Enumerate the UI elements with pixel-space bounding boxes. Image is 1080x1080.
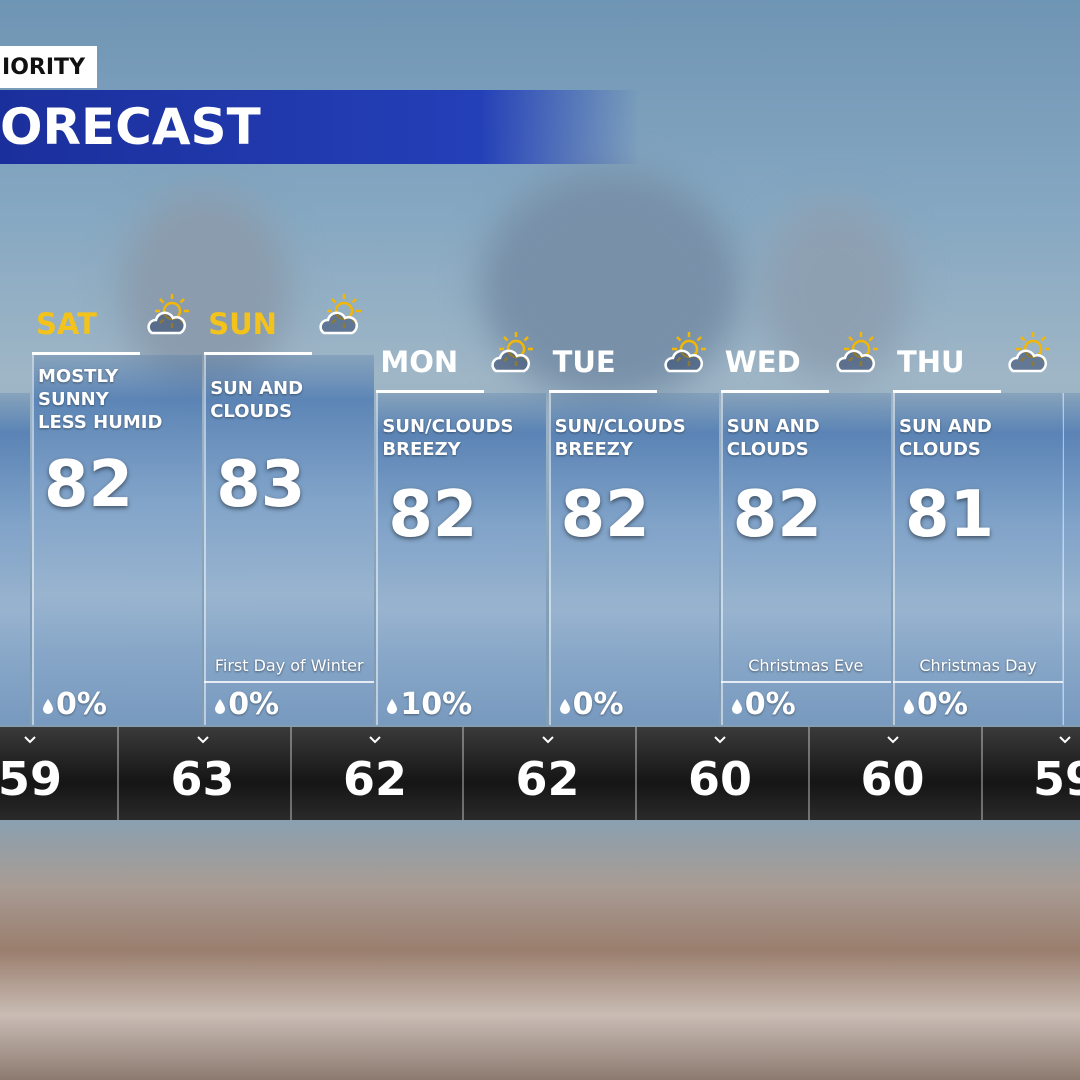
day-column [204,355,375,725]
precip-chance: 0% [56,687,107,722]
day-description: SUNNY [38,389,109,410]
weather-icon [1008,332,1050,373]
weather-icon [664,332,706,373]
high-temp: 82 [388,478,478,552]
weather-icon [147,294,189,335]
note-line [204,681,375,683]
chevron [886,736,899,744]
day-description: SUN/CLOUDS [554,416,686,437]
rain-drop [731,699,742,714]
rain-drop [387,699,398,714]
chevron [196,736,209,744]
tag-box: IORITY [0,46,97,88]
precip-chance: 0% [744,687,796,722]
high-temp: 83 [216,448,306,522]
low-divider [635,727,638,820]
chevron [369,736,381,744]
day-description: CLOUDS [899,439,981,460]
weather-icon [319,294,362,335]
chevron [714,736,726,744]
day-description: BREEZY [382,439,461,460]
low-divider [289,727,292,820]
day-note: Christmas Eve [748,656,864,675]
rain-drop [215,699,226,714]
low-temp: 60 [860,752,925,806]
day-column [376,393,547,725]
day-column [893,393,1063,725]
day-underline [376,390,485,393]
day-name: SUN [208,307,277,341]
note-line [720,681,891,683]
precip-chance: 0% [917,687,968,722]
low-divider [117,727,119,820]
bg-building [760,200,910,380]
day-name: WED [724,345,801,379]
low-strip [0,727,1080,820]
high-temp: 82 [732,478,822,552]
day-name: MON [380,345,459,379]
title-bar: ORECAST [0,90,640,164]
low-divider [807,727,810,820]
rain-drop [559,699,570,714]
day-underline [720,390,829,393]
partial-column [1062,393,1080,725]
day-underline [204,352,313,355]
title: ORECAST [0,98,261,156]
low-temp: 62 [342,752,407,806]
tag-text: IORITY [2,55,85,80]
weather-icon [836,332,878,373]
day-description: CLOUDS [726,439,809,460]
low-divider [980,727,983,820]
low-temp: 63 [170,752,235,806]
chevron [541,736,554,744]
chevron [1059,736,1071,744]
precip-chance: 10% [400,687,473,722]
rain-drop [904,699,914,714]
precip-chance: 0% [228,687,280,722]
day-description: SUN AND [899,416,992,437]
day-description: LESS HUMID [38,412,163,433]
day-name: SAT [36,307,97,341]
low-divider [462,727,465,820]
high-temp: 82 [560,478,650,552]
precip-chance: 0% [572,687,624,722]
low-temp: 62 [515,752,580,806]
high-temp: 82 [44,448,134,522]
chevron [24,736,36,744]
day-description: SUN/CLOUDS [382,416,514,437]
day-column [720,393,891,725]
low-temp: 59 [1032,752,1080,806]
day-description: SUN AND [210,378,304,399]
day-column [32,355,202,725]
high-temp: 81 [905,478,995,552]
day-underline [893,390,1001,393]
note-line [893,681,1063,683]
day-note: Christmas Day [919,656,1037,675]
partial-column [0,393,30,725]
day-column [548,393,719,725]
day-description: MOSTLY [38,366,119,387]
weather-icon [491,332,534,373]
low-temp: 59 [0,752,62,806]
rain-drop [43,699,53,714]
low-temp: 60 [687,752,752,806]
day-description: CLOUDS [210,401,293,422]
day-underline [548,390,657,393]
day-note: First Day of Winter [214,656,364,675]
day-underline [32,352,140,355]
day-name: THU [897,345,965,379]
day-description: SUN AND [726,416,820,437]
day-name: TUE [552,345,616,379]
day-description: BREEZY [554,439,633,460]
